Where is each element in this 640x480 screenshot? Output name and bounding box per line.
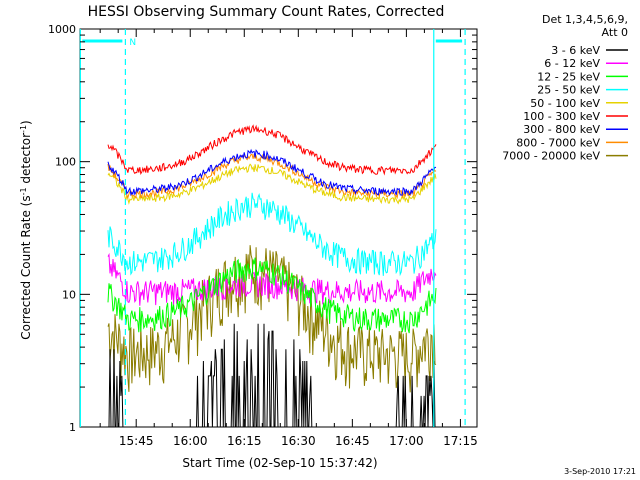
legend-title-detectors: Det 1,3,4,5,6,9, bbox=[542, 13, 628, 26]
footer-date: 3-Sep-2010 17:21 bbox=[564, 467, 636, 476]
series-line bbox=[107, 124, 437, 176]
series-line bbox=[107, 163, 437, 205]
series-line bbox=[107, 245, 437, 393]
y-axis-label-end: ) bbox=[19, 120, 33, 125]
x-tick-label: 17:00 bbox=[389, 434, 424, 448]
legend-label: 25 - 50 keV bbox=[537, 84, 600, 97]
y-tick-label: 1 bbox=[69, 421, 76, 434]
y-tick-label: 10 bbox=[62, 288, 76, 301]
x-tick-label: 16:00 bbox=[173, 434, 208, 448]
x-tick-label: 16:15 bbox=[227, 434, 262, 448]
legend-label: 800 - 7000 keV bbox=[516, 136, 600, 149]
night-marker-label: N bbox=[129, 38, 136, 48]
legend-label: 100 - 300 keV bbox=[523, 110, 600, 123]
legend-label: 3 - 6 keV bbox=[551, 44, 600, 57]
y-axis-label-sup1: -1 bbox=[19, 187, 28, 195]
series-line bbox=[107, 148, 437, 197]
x-axis-ticks: 15:45 16:00 16:15 16:30 16:45 17:00 17:15 bbox=[99, 29, 478, 448]
x-axis-label: Start Time (02-Sep-10 15:37:42) bbox=[182, 456, 377, 470]
x-tick-label: 16:45 bbox=[335, 434, 370, 448]
y-tick-label: 1000 bbox=[48, 23, 76, 36]
legend-label: 50 - 100 keV bbox=[530, 97, 600, 110]
y-axis-label-mid: detector bbox=[19, 133, 33, 188]
y-axis-label-sup2: -1 bbox=[19, 125, 28, 133]
legend-label: 7000 - 20000 keV bbox=[502, 150, 600, 163]
legend-label: 6 - 12 keV bbox=[544, 57, 600, 70]
series-line bbox=[107, 153, 437, 200]
x-tick-label: 15:45 bbox=[119, 434, 154, 448]
legend-title-attenuator: Att 0 bbox=[602, 26, 628, 39]
legend-label: 12 - 25 keV bbox=[537, 70, 600, 83]
chart-title: HESSI Observing Summary Count Rates, Cor… bbox=[88, 4, 445, 20]
orbit-marker-layer: N bbox=[79, 29, 466, 427]
series-layer bbox=[107, 124, 437, 428]
x-tick-label: 17:15 bbox=[443, 434, 478, 448]
legend-label: 300 - 800 keV bbox=[523, 123, 600, 136]
series-line bbox=[108, 323, 436, 428]
x-tick-label: 16:30 bbox=[281, 434, 316, 448]
series-line bbox=[107, 257, 437, 334]
y-tick-label: 100 bbox=[55, 156, 76, 169]
y-axis-label: Corrected Count Rate (s-1 detector-1) bbox=[19, 120, 34, 339]
y-axis-label-main: Corrected Count Rate (s bbox=[19, 195, 33, 339]
y-axis-ticks: 1 10 100 1000 bbox=[48, 23, 477, 434]
series-line bbox=[107, 192, 437, 277]
